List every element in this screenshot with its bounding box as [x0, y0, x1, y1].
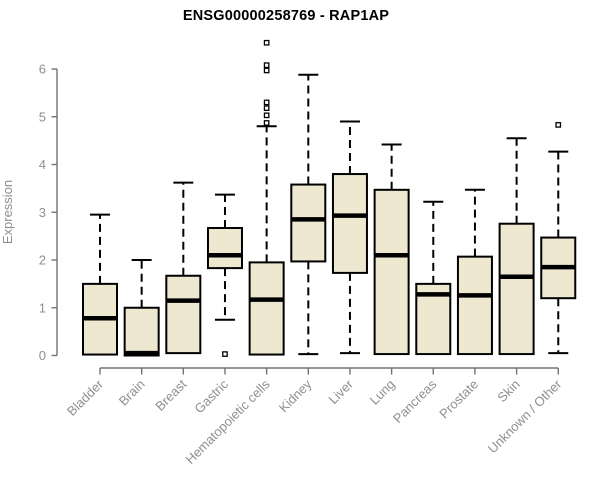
x-category-label-skin: Skin: [494, 377, 522, 405]
box-breast: [165, 274, 202, 355]
box-hematopoietic-cells: [248, 261, 285, 356]
box-gastric: [206, 227, 243, 270]
x-category-label-bladder: Bladder: [64, 376, 107, 419]
y-tick-label-1: 1: [39, 300, 46, 315]
x-category-label-lung: Lung: [367, 377, 398, 408]
outlier-point-hematopoietic-cells: [263, 120, 270, 126]
y-tick-label-6: 6: [39, 62, 46, 77]
x-category-label-pancreas: Pancreas: [390, 376, 440, 426]
outlier-point-gastric: [222, 351, 228, 357]
y-axis-title: Expression: [0, 179, 15, 245]
outlier-point-hematopoietic-cells: [263, 105, 270, 112]
box-skin: [498, 222, 535, 356]
chart-title: ENSG00000258769 - RAP1AP: [182, 8, 390, 24]
box-brain: [123, 306, 160, 357]
y-tick-label-0: 0: [39, 348, 46, 363]
outlier-point-hematopoietic-cells: [263, 99, 270, 106]
box-liver: [331, 173, 368, 274]
outlier-point-hematopoietic-cells: [263, 67, 270, 74]
box-prostate: [456, 255, 493, 356]
y-tick-label-3: 3: [39, 205, 46, 220]
box-lung: [373, 188, 410, 356]
outlier-point-hematopoietic-cells: [263, 62, 270, 69]
x-category-label-prostate: Prostate: [436, 377, 481, 422]
y-tick-label-4: 4: [39, 157, 46, 172]
x-category-label-breast: Breast: [152, 376, 189, 413]
outlier-point-unknown-other: [555, 122, 562, 128]
outlier-point-hematopoietic-cells: [263, 112, 270, 119]
outlier-point-hematopoietic-cells: [263, 39, 270, 46]
y-tick-label-2: 2: [39, 253, 46, 268]
y-tick-label-5: 5: [39, 109, 46, 124]
x-category-label-unknown-other: Unknown / Other: [485, 376, 565, 456]
x-category-label-brain: Brain: [116, 377, 148, 409]
box-kidney: [290, 183, 327, 263]
x-category-label-liver: Liver: [326, 376, 357, 407]
x-category-label-kidney: Kidney: [276, 376, 315, 415]
x-category-label-gastric: Gastric: [191, 376, 231, 416]
